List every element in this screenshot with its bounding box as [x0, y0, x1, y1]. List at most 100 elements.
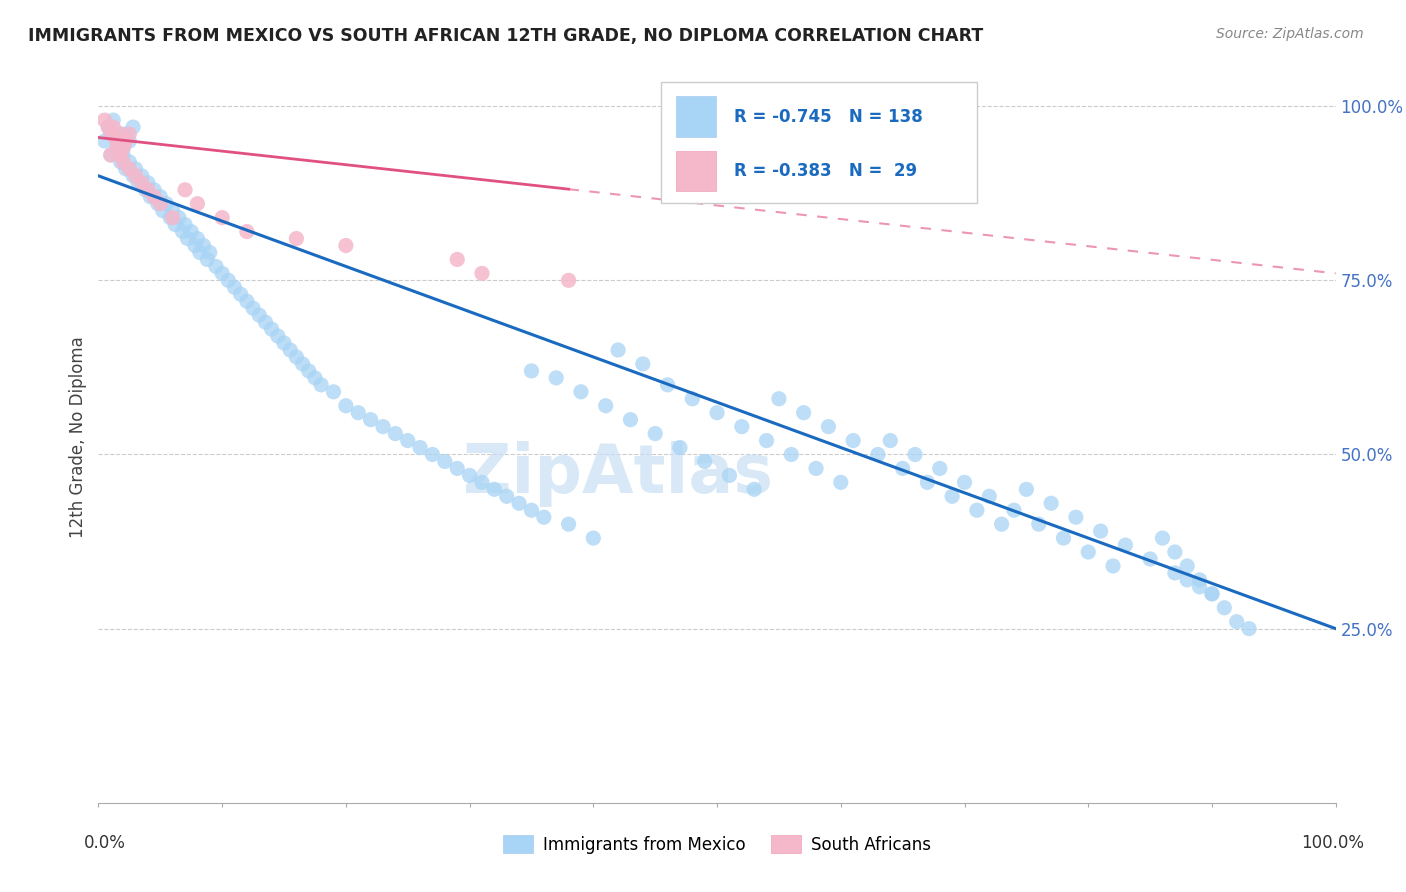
Point	[136, 176, 159, 190]
Point	[742, 483, 765, 497]
Point	[100, 127, 122, 141]
Point	[979, 489, 1001, 503]
Point	[384, 426, 406, 441]
Point	[131, 169, 153, 183]
Point	[520, 364, 543, 378]
Point	[1152, 531, 1174, 545]
Point	[105, 134, 128, 148]
Point	[533, 510, 555, 524]
Point	[1201, 587, 1223, 601]
Point	[966, 503, 988, 517]
Point	[188, 245, 211, 260]
Point	[267, 329, 290, 343]
Point	[260, 322, 283, 336]
Point	[681, 392, 703, 406]
Point	[193, 238, 215, 252]
Point	[149, 190, 172, 204]
Point	[162, 203, 184, 218]
Point	[1139, 552, 1161, 566]
Point	[433, 454, 456, 468]
Point	[780, 448, 803, 462]
Text: IMMIGRANTS FROM MEXICO VS SOUTH AFRICAN 12TH GRADE, NO DIPLOMA CORRELATION CHART: IMMIGRANTS FROM MEXICO VS SOUTH AFRICAN …	[28, 27, 983, 45]
Point	[124, 169, 146, 183]
Point	[842, 434, 865, 448]
Point	[669, 441, 692, 455]
Point	[1040, 496, 1063, 510]
Point	[1188, 573, 1211, 587]
Point	[93, 134, 115, 148]
Point	[1226, 615, 1249, 629]
Point	[371, 419, 394, 434]
Point	[162, 211, 184, 225]
Point	[1213, 600, 1236, 615]
Point	[495, 489, 517, 503]
Point	[110, 155, 132, 169]
Point	[165, 218, 187, 232]
Point	[118, 134, 141, 148]
Point	[152, 203, 174, 218]
Point	[172, 225, 194, 239]
Point	[817, 419, 839, 434]
Point	[891, 461, 914, 475]
FancyBboxPatch shape	[676, 151, 716, 191]
Text: 100.0%: 100.0%	[1301, 834, 1364, 852]
Point	[124, 161, 146, 176]
Point	[100, 127, 122, 141]
Point	[131, 176, 153, 190]
Point	[446, 461, 468, 475]
Point	[557, 273, 579, 287]
Point	[619, 412, 641, 426]
Point	[110, 127, 132, 141]
Point	[174, 183, 197, 197]
Point	[904, 448, 927, 462]
Point	[793, 406, 815, 420]
Point	[1064, 510, 1087, 524]
Point	[127, 176, 149, 190]
Point	[1015, 483, 1038, 497]
Point	[167, 211, 190, 225]
Point	[298, 364, 321, 378]
Point	[174, 218, 197, 232]
Point	[100, 148, 122, 162]
Point	[273, 336, 295, 351]
Point	[112, 148, 135, 162]
Point	[159, 211, 181, 225]
Point	[122, 169, 145, 183]
Point	[1114, 538, 1136, 552]
Point	[360, 412, 382, 426]
Point	[335, 399, 357, 413]
Point	[1188, 580, 1211, 594]
Point	[582, 531, 605, 545]
Point	[422, 448, 444, 462]
Point	[254, 315, 277, 329]
Text: R = -0.383   N =  29: R = -0.383 N = 29	[734, 161, 918, 180]
Point	[110, 127, 132, 141]
Point	[211, 211, 233, 225]
Point	[1164, 545, 1187, 559]
Point	[917, 475, 939, 490]
Point	[118, 161, 141, 176]
Point	[768, 392, 790, 406]
Point	[211, 266, 233, 280]
Point	[508, 496, 530, 510]
Point	[186, 231, 208, 245]
FancyBboxPatch shape	[676, 96, 716, 136]
Point	[176, 231, 198, 245]
Point	[1028, 517, 1050, 532]
Point	[595, 399, 617, 413]
Point	[143, 190, 166, 204]
Point	[105, 141, 128, 155]
Point	[103, 113, 125, 128]
Point	[105, 134, 128, 148]
Legend: Immigrants from Mexico, South Africans: Immigrants from Mexico, South Africans	[496, 829, 938, 860]
Point	[718, 468, 741, 483]
Point	[546, 371, 568, 385]
Point	[100, 148, 122, 162]
Point	[631, 357, 654, 371]
Point	[97, 120, 120, 134]
Point	[1102, 558, 1125, 573]
Point	[471, 266, 494, 280]
Point	[557, 517, 579, 532]
Point	[830, 475, 852, 490]
Point	[236, 294, 259, 309]
